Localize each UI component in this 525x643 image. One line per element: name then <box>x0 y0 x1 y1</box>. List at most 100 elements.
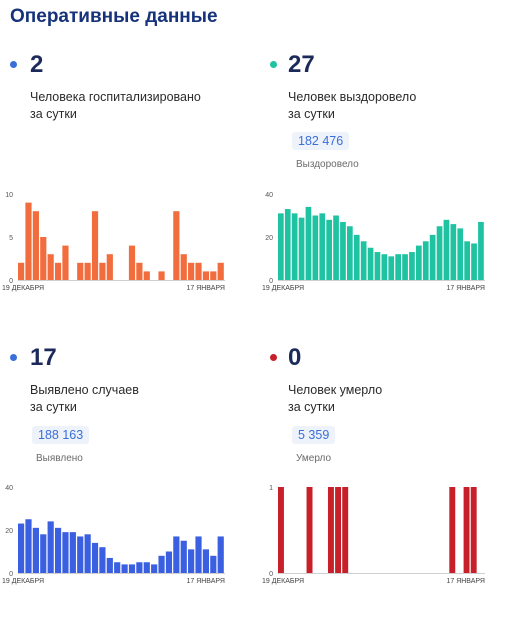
x-end-label: 17 ЯНВАРЯ <box>186 285 225 292</box>
detected-bar-chart: 0 20 40 19 ДЕКАБРЯ 17 ЯНВАРЯ <box>2 485 225 585</box>
y-tick-label: 0 <box>9 278 13 285</box>
page-title: Оперативные данные <box>10 6 218 27</box>
chart-bar <box>471 243 477 280</box>
chart-bar <box>319 213 326 280</box>
chart-bar <box>62 245 69 280</box>
chart-bar <box>18 262 25 280</box>
chart-bar <box>217 536 224 573</box>
x-start-label: 19 ДЕКАБРЯ <box>2 285 44 292</box>
y-tick-label: 5 <box>9 235 13 242</box>
stat-card-deaths: 0 Человек умерло за сутки 5 359 Умерло 0… <box>262 343 520 643</box>
stat-description: Человека госпитализировано за сутки <box>30 90 201 121</box>
hospitalized-bar-chart: 0 5 10 19 ДЕКАБРЯ 17 ЯНВАРЯ <box>2 192 225 292</box>
chart-bar <box>77 262 84 280</box>
chart-bar <box>450 224 457 280</box>
chart-bar <box>25 519 32 573</box>
chart-bar <box>305 206 312 280</box>
x-end-label: 17 ЯНВАРЯ <box>446 578 485 585</box>
chart-bar <box>158 271 165 280</box>
chart-bar <box>165 551 173 573</box>
stat-description: Выявлено случаев за сутки <box>30 383 139 414</box>
chart-bar <box>91 542 99 573</box>
chart-bar <box>32 211 39 280</box>
chart-bar <box>353 234 360 280</box>
chart-bar <box>306 487 313 573</box>
chart-bar <box>202 549 210 573</box>
stat-card-hospitalized: 2 Человека госпитализировано за сутки 0 5… <box>2 50 260 350</box>
chart-bar <box>388 256 395 280</box>
x-end-label: 17 ЯНВАРЯ <box>446 285 485 292</box>
chart-bar <box>347 226 353 280</box>
total-detected-badge: 188 163 <box>32 426 90 444</box>
total-deaths-badge: 5 359 <box>292 426 336 444</box>
chart-bar <box>360 241 367 280</box>
x-start-label: 19 ДЕКАБРЯ <box>262 285 304 292</box>
total-recovered-label: Выздоровело <box>296 159 359 170</box>
chart-bar <box>128 564 136 573</box>
total-recovered-badge: 182 476 <box>292 132 350 150</box>
chart-bar <box>84 262 91 280</box>
y-tick-label: 0 <box>269 278 273 285</box>
daily-hospitalized-count: 2 <box>30 51 44 78</box>
chart-bar <box>84 534 91 573</box>
y-tick-label: 40 <box>265 192 273 199</box>
chart-bar <box>106 254 113 280</box>
chart-bar <box>449 487 456 573</box>
chart-bar <box>99 262 106 280</box>
status-dot-icon <box>270 354 277 361</box>
chart-bar <box>180 254 187 280</box>
chart-bar <box>284 209 291 280</box>
chart-bar <box>195 536 202 573</box>
chart-bar <box>340 221 346 280</box>
chart-bar <box>151 564 158 573</box>
chart-bar <box>173 211 180 280</box>
chart-bar <box>464 241 470 280</box>
stat-description: Человек выздоровело за сутки <box>288 90 417 121</box>
chart-bar <box>40 534 47 573</box>
chart-bar <box>62 532 69 573</box>
chart-bar <box>188 549 195 573</box>
chart-bar <box>402 254 408 280</box>
chart-bar <box>416 245 422 280</box>
chart-bar <box>217 262 224 280</box>
chart-bar <box>210 271 217 280</box>
daily-detected-count: 17 <box>30 344 57 371</box>
chart-bar <box>457 228 464 280</box>
recovered-bar-chart: 0 20 40 19 ДЕКАБРЯ 17 ЯНВАРЯ <box>262 192 485 292</box>
chart-bar <box>326 219 332 280</box>
x-end-label: 17 ЯНВАРЯ <box>186 578 225 585</box>
chart-bar <box>443 219 450 280</box>
chart-bar <box>32 527 39 573</box>
total-detected-label: Выявлено <box>36 453 83 464</box>
chart-bar <box>158 555 165 573</box>
chart-bar <box>121 564 128 573</box>
chart-bar <box>25 202 32 280</box>
chart-bar <box>278 213 284 280</box>
chart-bar <box>367 247 374 280</box>
chart-bar <box>327 487 334 573</box>
chart-bar <box>136 262 143 280</box>
chart-bar <box>143 562 150 573</box>
chart-bar <box>429 234 436 280</box>
chart-bar <box>195 262 202 280</box>
stat-card-detected: 17 Выявлено случаев за сутки 188 163 Выя… <box>2 343 260 643</box>
y-tick-label: 10 <box>5 192 13 199</box>
deaths-bar-chart: 0 1 19 ДЕКАБРЯ 17 ЯНВАРЯ <box>262 485 485 585</box>
y-tick-label: 0 <box>9 571 13 578</box>
chart-bar <box>47 521 54 573</box>
chart-bar <box>312 215 319 280</box>
chart-bar <box>335 487 342 573</box>
chart-bar <box>409 252 415 280</box>
chart-bar <box>342 487 349 573</box>
daily-recovered-count: 27 <box>288 51 315 78</box>
chart-bar <box>114 562 121 573</box>
chart-bar <box>77 536 84 573</box>
chart-bar <box>54 262 62 280</box>
chart-bar <box>173 536 180 573</box>
chart-bar <box>278 487 284 573</box>
x-start-label: 19 ДЕКАБРЯ <box>262 578 304 585</box>
chart-bar <box>128 245 136 280</box>
status-dot-icon <box>10 354 17 361</box>
total-deaths-label: Умерло <box>296 453 332 464</box>
status-dot-icon <box>10 61 17 68</box>
